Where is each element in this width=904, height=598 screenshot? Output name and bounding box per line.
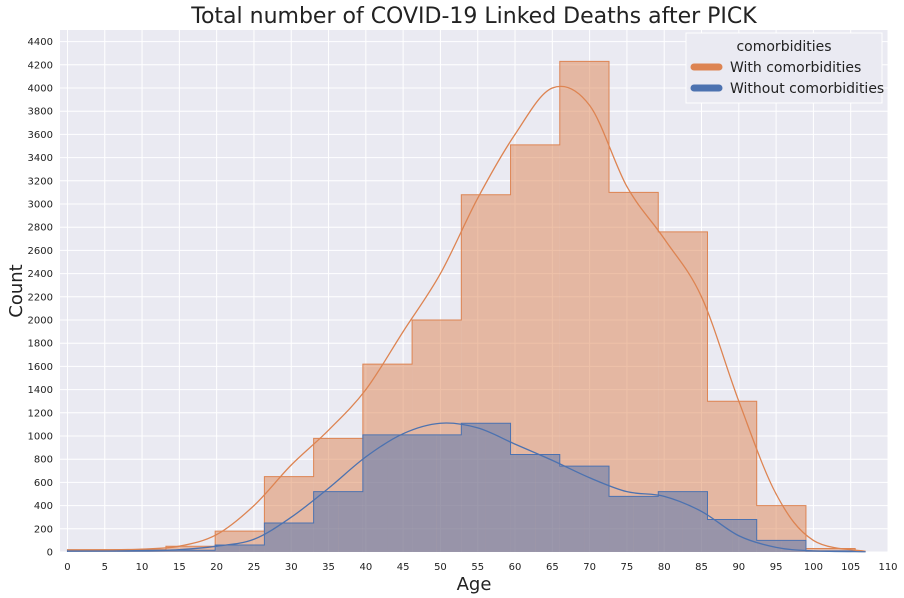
bar-without-comorbidities	[289, 523, 314, 552]
kde-without-comorbidities	[67, 422, 866, 553]
bar-with-comorbidities	[609, 192, 659, 552]
x-tick-label: 35	[322, 562, 335, 573]
x-tick-label: 60	[509, 562, 522, 573]
y-tick-label: 2400	[28, 269, 53, 280]
bar-without-comorbidities	[412, 434, 437, 552]
x-tick-label: 85	[695, 562, 708, 573]
legend-label-with: With comorbidities	[730, 60, 861, 76]
y-tick-label: 3400	[28, 153, 53, 164]
bar-without-comorbidities	[510, 454, 536, 552]
y-tick-label: 4200	[28, 60, 53, 71]
bar-without-comorbidities	[485, 423, 511, 552]
y-tick-label: 2200	[28, 292, 53, 303]
y-tick-label: 4400	[28, 37, 53, 48]
bar-without-comorbidities	[190, 550, 216, 552]
y-tick-label: 2600	[28, 246, 53, 257]
y-tick-label: 4000	[28, 84, 53, 95]
bar-without-comorbidities	[682, 491, 708, 552]
x-tick-label: 50	[434, 562, 447, 573]
x-tick-label: 110	[878, 562, 897, 573]
x-tick-label: 65	[546, 562, 559, 573]
x-tick-label: 20	[210, 562, 223, 573]
bar-without-comorbidities	[338, 491, 363, 552]
x-tick-label: 15	[173, 562, 186, 573]
y-tick-label: 3200	[28, 176, 53, 187]
legend: comorbidities With comorbidities Without…	[685, 32, 884, 104]
bar-without-comorbidities	[461, 423, 486, 552]
bar-with-comorbidities	[805, 548, 856, 552]
y-tick-label: 3000	[28, 200, 53, 211]
y-tick-label: 200	[34, 524, 53, 535]
bar-without-comorbidities	[313, 491, 339, 552]
x-axis-label: Age	[457, 574, 492, 595]
bars-without-comorbidities	[66, 422, 856, 552]
bar-without-comorbidities	[732, 519, 757, 552]
x-tick-label: 5	[102, 562, 108, 573]
y-tick-label: 400	[34, 501, 53, 512]
x-tick-label: 90	[732, 562, 745, 573]
x-tick-label: 40	[359, 562, 372, 573]
x-tick-labels: 0 5 10 15 20 25 30 35 40 45 50 55 60 65 70 75 80 85 90 95 10…	[64, 562, 897, 573]
x-tick-label: 25	[248, 562, 261, 573]
bar-without-comorbidities	[264, 523, 290, 552]
bar-without-comorbidities	[707, 519, 733, 552]
x-tick-label: 30	[285, 562, 298, 573]
y-tick-label: 1400	[28, 385, 53, 396]
bar-without-comorbidities	[436, 434, 462, 552]
x-tick-label: 105	[841, 562, 860, 573]
y-tick-label: 3600	[28, 130, 53, 141]
kde-curves	[67, 85, 866, 553]
y-tick-label: 0	[47, 548, 53, 559]
bar-without-comorbidities	[387, 434, 413, 552]
x-tick-label: 55	[471, 562, 484, 573]
bar-without-comorbidities	[633, 496, 659, 552]
legend-title: comorbidities	[736, 39, 831, 55]
y-tick-label: 2800	[28, 223, 53, 234]
kde-with-comorbidities	[67, 85, 866, 553]
bar-without-comorbidities	[658, 491, 683, 552]
x-tick-label: 10	[136, 562, 149, 573]
x-tick-label: 80	[658, 562, 671, 573]
bar-without-comorbidities	[215, 545, 240, 552]
x-tick-label: 100	[804, 562, 823, 573]
y-tick-labels: 0 200 400 600 800 1000 1200 1400 1600 1800 2000 220…	[28, 37, 53, 558]
bar-without-comorbidities	[559, 466, 585, 552]
x-tick-label: 95	[770, 562, 783, 573]
y-tick-label: 600	[34, 478, 53, 489]
x-tick-label: 45	[397, 562, 410, 573]
y-tick-label: 800	[34, 455, 53, 466]
y-tick-label: 1800	[28, 339, 53, 350]
y-tick-label: 1600	[28, 362, 53, 373]
bar-without-comorbidities	[165, 550, 191, 552]
chart-title: Total number of COVID-19 Linked Deaths a…	[190, 4, 757, 29]
y-tick-label: 3800	[28, 107, 53, 118]
y-tick-label: 1000	[28, 432, 53, 443]
bar-without-comorbidities	[609, 496, 634, 552]
x-tick-label: 75	[621, 562, 634, 573]
x-tick-label: 0	[64, 562, 70, 573]
bar-without-comorbidities	[362, 434, 388, 552]
bar-without-comorbidities	[781, 540, 806, 552]
bar-without-comorbidities	[535, 454, 560, 552]
y-tick-label: 2000	[28, 316, 53, 327]
x-tick-label: 70	[583, 562, 596, 573]
bar-without-comorbidities	[584, 466, 610, 552]
y-axis-label: Count	[6, 264, 27, 317]
legend-label-without: Without comorbidities	[730, 81, 884, 97]
y-tick-label: 1200	[28, 408, 53, 419]
bar-without-comorbidities	[239, 545, 265, 552]
bar-with-comorbidities-outline	[66, 60, 856, 552]
